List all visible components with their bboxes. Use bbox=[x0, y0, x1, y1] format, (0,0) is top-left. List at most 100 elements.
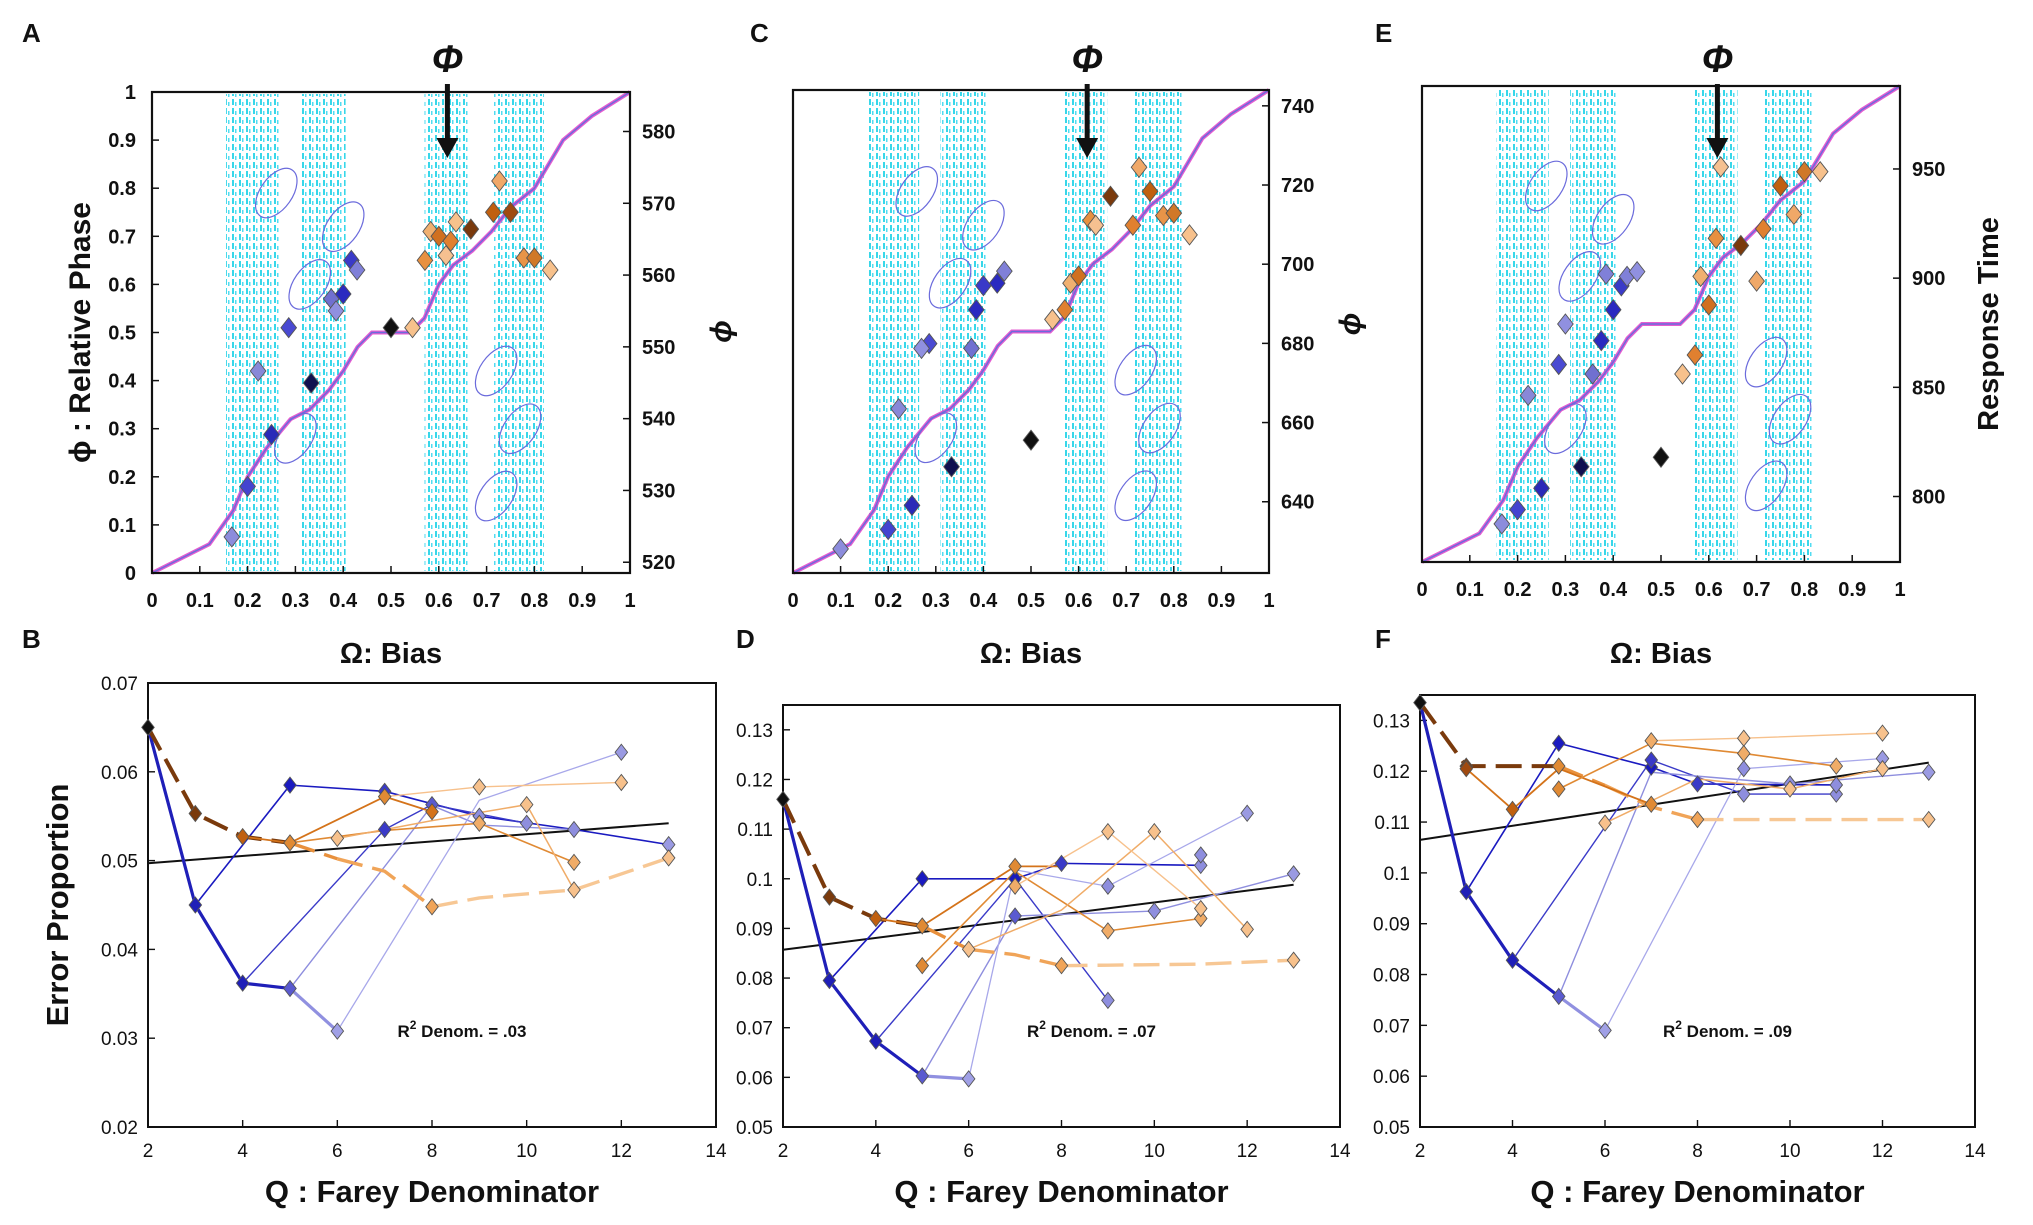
data-point bbox=[1147, 902, 1162, 920]
data-point bbox=[1165, 202, 1183, 224]
data-point bbox=[1921, 810, 1936, 829]
data-point bbox=[188, 804, 203, 823]
chaotic-band-4 bbox=[1763, 88, 1814, 560]
data-point bbox=[915, 956, 930, 975]
data-point bbox=[1493, 513, 1511, 535]
attractor-loop-6 bbox=[1744, 460, 1788, 512]
golden-ratio-label: Φ bbox=[1072, 39, 1103, 81]
data-point bbox=[614, 743, 629, 761]
data-point bbox=[1736, 744, 1751, 763]
x-tick-label: 1 bbox=[1894, 579, 1905, 601]
x-tick-label: 0.9 bbox=[1207, 590, 1235, 612]
data-point bbox=[1644, 751, 1659, 769]
y-tick-label: 0 bbox=[125, 563, 136, 585]
y-tick-label: 0.9 bbox=[108, 130, 136, 152]
data-point bbox=[526, 247, 543, 269]
data-point bbox=[327, 300, 345, 322]
data-point bbox=[330, 829, 345, 848]
y-tick-label: 0.6 bbox=[108, 274, 136, 296]
data-point bbox=[1604, 298, 1622, 321]
series-line bbox=[1558, 771, 1929, 997]
chaotic-band-3 bbox=[424, 94, 468, 571]
chaotic-band-1 bbox=[866, 92, 920, 571]
r-squared-superscript: 2 bbox=[1675, 1018, 1682, 1032]
data-point bbox=[442, 230, 460, 252]
error-panel-f: 2 4 6 8 10 12 14 0.05 0.06 0.07 0.08 0.09 0.1 0.11 0.1… bbox=[1373, 624, 1986, 1209]
data-point bbox=[334, 283, 352, 305]
x-tick-label: 0.3 bbox=[281, 590, 309, 612]
x-tick-label: 2 bbox=[1415, 1141, 1426, 1162]
y-tick-label: 0.3 bbox=[108, 419, 136, 441]
y-tick-label: 0.06 bbox=[1373, 1067, 1410, 1088]
data-point bbox=[484, 201, 502, 223]
x-tick-label: 2 bbox=[143, 1141, 154, 1162]
data-point bbox=[661, 849, 676, 867]
data-point bbox=[462, 218, 480, 240]
error-panel-b: 2 4 6 8 10 12 14 0.02 0.03 0.04 0.05 0.06 0.07 Q : Fa… bbox=[22, 624, 727, 1209]
series-line bbox=[968, 830, 1248, 950]
data-point bbox=[1519, 384, 1537, 407]
data-point bbox=[1811, 160, 1829, 183]
phase-panel-c: 0 0.1 0.2 0.3 0.4 0.5 0.6 0.7 0.8 0.9 1 640 660 680 70… bbox=[705, 18, 1314, 670]
data-point bbox=[1240, 804, 1254, 822]
data-point bbox=[1101, 922, 1115, 940]
data-point bbox=[1087, 214, 1105, 236]
attractor-loop-7 bbox=[274, 413, 317, 464]
r-squared-superscript: 2 bbox=[1039, 1018, 1046, 1032]
x-tick-label: 1 bbox=[624, 590, 635, 612]
x-tick-label: 0.2 bbox=[234, 590, 262, 612]
data-point bbox=[425, 803, 439, 821]
y-axis-label: ϕ : Relative Phase bbox=[64, 202, 97, 463]
data-point bbox=[988, 272, 1006, 294]
r-squared-annotation: R2 Denom. = .03 bbox=[397, 1018, 526, 1041]
orange-mean-dashed-line bbox=[431, 856, 670, 909]
plot-frame bbox=[1419, 694, 1976, 1128]
attractor-loop-2 bbox=[928, 257, 972, 309]
data-point bbox=[302, 372, 320, 394]
x-tick-label: 14 bbox=[705, 1141, 727, 1162]
data-point bbox=[890, 398, 908, 420]
golden-ratio-arrow-head bbox=[1076, 138, 1099, 158]
attractor-loop-4 bbox=[474, 345, 518, 397]
attractor-loop-5 bbox=[498, 403, 542, 455]
series-line bbox=[288, 987, 339, 1033]
regression-line bbox=[1419, 761, 1929, 841]
data-point bbox=[1736, 759, 1751, 778]
data-point bbox=[1829, 776, 1844, 794]
y2-tick-label: 550 bbox=[642, 337, 675, 359]
x-tick-label: 0.1 bbox=[186, 590, 214, 612]
x-tick-label: 0 bbox=[146, 590, 157, 612]
x-tick-label: 1 bbox=[1263, 590, 1274, 612]
y2-tick-label: 740 bbox=[1281, 96, 1314, 118]
data-point bbox=[567, 881, 581, 899]
phase-panel-e: 0 0.1 0.2 0.3 0.4 0.5 0.6 0.7 0.8 0.9 1 800 850 900 95… bbox=[1334, 18, 2005, 670]
x-tick-label: 0.1 bbox=[827, 590, 855, 612]
chaotic-band-2 bbox=[300, 94, 346, 571]
data-point bbox=[382, 316, 400, 339]
data-point bbox=[1044, 308, 1061, 331]
attractor-loop-1 bbox=[895, 166, 939, 217]
data-point bbox=[1785, 203, 1803, 226]
y2-tick-label: 560 bbox=[642, 265, 675, 287]
orange-mean-dashed-line bbox=[1558, 764, 1606, 788]
x-tick-label: 0.6 bbox=[425, 590, 453, 612]
series-line bbox=[921, 870, 1201, 967]
data-point bbox=[1829, 785, 1844, 803]
x-tick-label: 0.7 bbox=[473, 590, 501, 612]
data-point bbox=[1692, 265, 1710, 288]
chaotic-band-4 bbox=[493, 94, 544, 571]
data-point bbox=[1286, 951, 1301, 969]
y-tick-label: 0.1 bbox=[747, 870, 773, 891]
chaotic-band-3 bbox=[1064, 92, 1108, 571]
panel-letter: D bbox=[736, 624, 755, 654]
x-tick-label: 4 bbox=[1507, 1141, 1518, 1162]
data-point bbox=[832, 538, 849, 560]
y-tick-label: 0.11 bbox=[1374, 813, 1410, 834]
data-point bbox=[1644, 795, 1659, 814]
data-point bbox=[1557, 313, 1574, 335]
data-point bbox=[1712, 156, 1730, 178]
y2-tick-label: 640 bbox=[1281, 492, 1314, 514]
x-tick-label: 0.1 bbox=[1456, 579, 1484, 601]
attractor-loop-1 bbox=[1524, 160, 1568, 212]
data-point bbox=[1875, 724, 1890, 742]
